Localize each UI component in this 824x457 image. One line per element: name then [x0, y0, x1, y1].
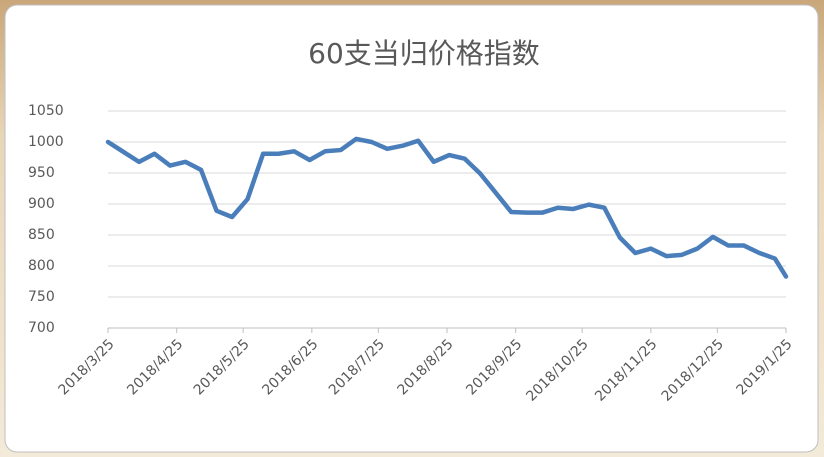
y-tick-label: 850 — [28, 227, 55, 243]
y-tick-label: 900 — [28, 196, 55, 212]
chart-title: 60支当归价格指数 — [308, 37, 540, 70]
y-tick-label: 1050 — [28, 103, 64, 119]
y-tick-label: 1000 — [28, 134, 64, 150]
y-tick-label: 800 — [28, 258, 55, 274]
y-tick-label: 950 — [28, 165, 55, 181]
y-tick-label: 750 — [28, 289, 55, 305]
y-tick-label: 700 — [28, 320, 55, 336]
chart: 60支当归价格指数 700750800850900950100010502018… — [0, 0, 824, 457]
page: 60支当归价格指数 700750800850900950100010502018… — [0, 0, 824, 457]
